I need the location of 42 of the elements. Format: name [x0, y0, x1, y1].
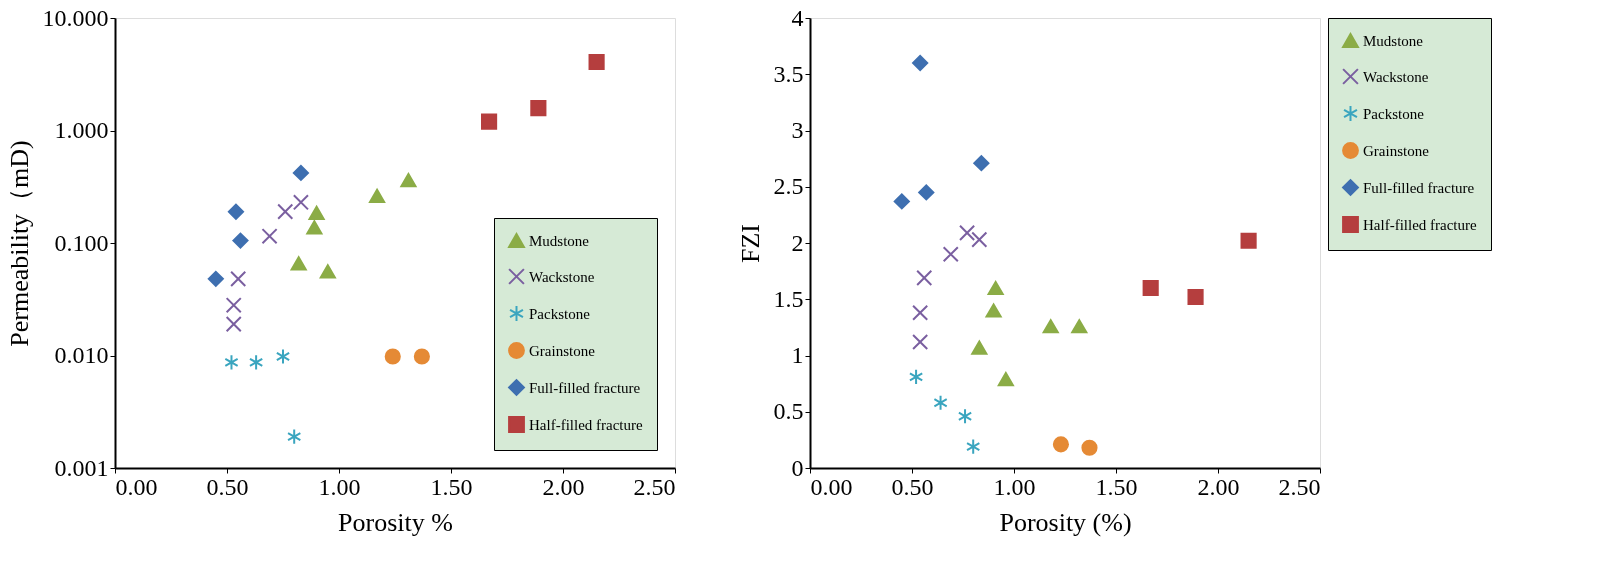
legend-label: Packstone	[1363, 105, 1425, 122]
x-tick-label: 1.00	[318, 473, 361, 500]
x-tick-label: 1.00	[993, 473, 1036, 500]
x-tick-label: 1.50	[430, 473, 473, 500]
legend-label: Packstone	[529, 305, 591, 322]
legend-label: Wackstone	[1363, 68, 1429, 85]
x-tick-label: 2.50	[1278, 473, 1321, 500]
x-tick-label: 2.00	[542, 473, 585, 500]
x-axis-title: Porosity (%)	[999, 507, 1132, 537]
y-tick-label: 0	[791, 454, 804, 481]
y-tick-label: 3.5	[773, 60, 804, 87]
y-axis-title: FZI	[735, 224, 765, 263]
y-tick-label: 2.5	[773, 173, 804, 200]
y-tick-label: 1.000	[54, 117, 109, 143]
y-tick-label: 0.001	[54, 454, 109, 481]
y-tick-label: 10.000	[42, 4, 109, 31]
y-tick-label: 0.010	[54, 342, 109, 368]
x-tick-label: 0.50	[206, 473, 249, 500]
y-tick-label: 4	[791, 4, 804, 31]
y-tick-label: 3	[791, 117, 804, 143]
x-tick-label: 2.50	[633, 473, 676, 500]
x-tick-label: 0.00	[115, 473, 158, 500]
legend-label: Grainstone	[1363, 142, 1430, 159]
y-tick-label: 2	[791, 229, 804, 256]
legend-label: Half-filled fracture	[1363, 216, 1478, 233]
x-tick-label: 2.00	[1197, 473, 1240, 500]
y-tick-label: 1	[791, 342, 804, 368]
x-tick-label: 0.00	[810, 473, 853, 500]
legend-label: Wackstone	[529, 268, 595, 285]
legend-label: Full-filled fracture	[529, 379, 641, 396]
x-tick-label: 1.50	[1095, 473, 1138, 500]
x-axis-title: Porosity %	[338, 507, 453, 537]
y-tick-label: 0.100	[54, 229, 109, 256]
legend-label: Full-filled fracture	[1363, 179, 1475, 196]
y-tick-label: 0.5	[773, 398, 804, 425]
legend-label: Half-filled fracture	[529, 416, 644, 433]
y-tick-label: 1.5	[773, 285, 804, 312]
legend-label: Mudstone	[529, 232, 590, 249]
y-axis-title: Permeability（mD)	[4, 140, 34, 347]
x-tick-label: 0.50	[891, 473, 934, 500]
legend-label: Grainstone	[529, 342, 596, 359]
legend-label: Mudstone	[1363, 32, 1424, 49]
